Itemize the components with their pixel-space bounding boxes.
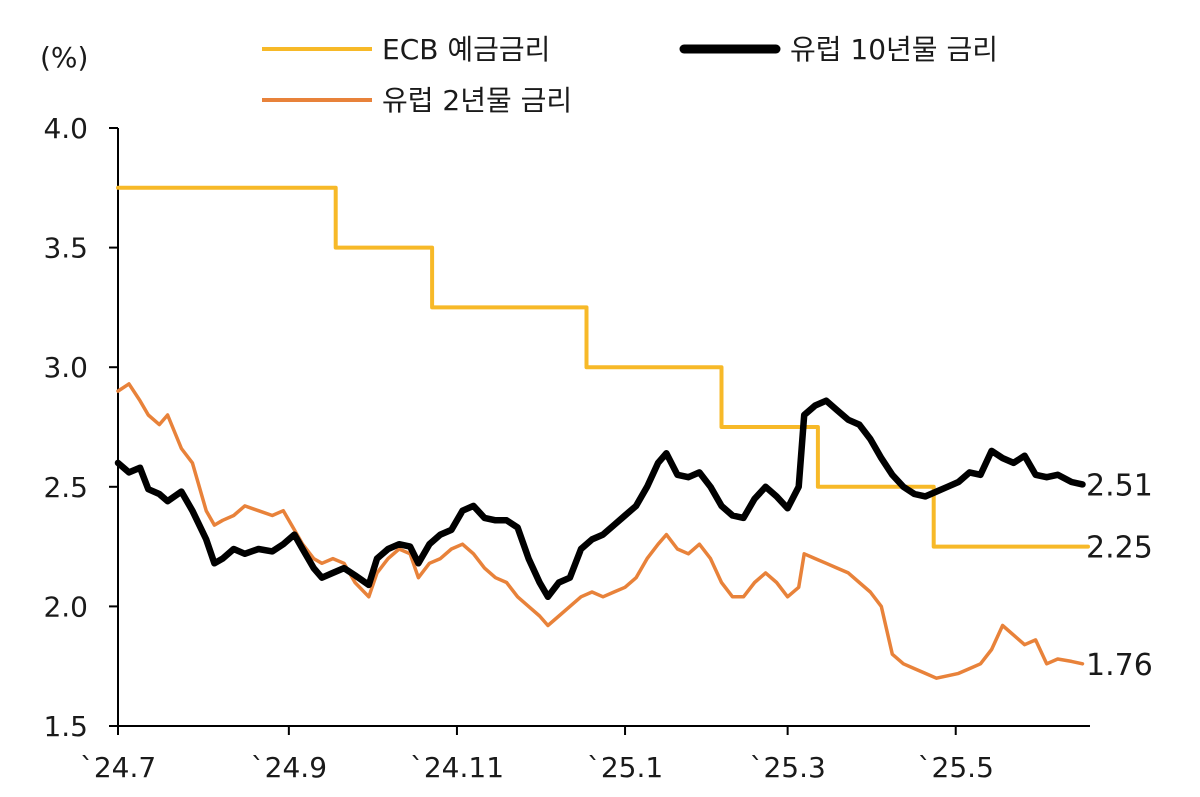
y-tick-label: 4.0 bbox=[43, 112, 88, 145]
end-value-label: 2.25 bbox=[1086, 531, 1153, 566]
plot-area bbox=[114, 185, 1090, 680]
series-line-ecb-deposit-rate bbox=[116, 185, 1090, 549]
x-axis: `24.7 `24.9 `24.11 `25.1 `25.3 `25.5 bbox=[80, 725, 1090, 784]
end-value-label: 2.51 bbox=[1086, 468, 1153, 503]
y-tick-label: 2.0 bbox=[43, 590, 88, 623]
x-tick-label: `25.1 bbox=[587, 751, 663, 784]
legend: ECB 예금금리 유럽 10년물 금리 유럽 2년물 금리 bbox=[262, 33, 998, 117]
y-axis: 1.5 2.0 2.5 3.0 3.5 4.0 bbox=[43, 112, 119, 743]
x-tick-label: `24.9 bbox=[251, 751, 327, 784]
end-labels: 2.25 1.76 2.51 bbox=[1086, 468, 1153, 682]
legend-label-10y: 유럽 10년물 금리 bbox=[790, 33, 998, 66]
end-value-label: 1.76 bbox=[1086, 648, 1153, 683]
x-tick-label: `24.11 bbox=[410, 751, 504, 784]
y-tick-label: 3.0 bbox=[43, 351, 88, 384]
series-line-eu-10y-yield bbox=[114, 397, 1086, 601]
series-line-eu-2y-yield bbox=[116, 382, 1085, 680]
y-axis-unit-label: (%) bbox=[40, 41, 88, 74]
legend-label-2y: 유럽 2년물 금리 bbox=[382, 84, 572, 117]
legend-label-ecb: ECB 예금금리 bbox=[382, 33, 550, 66]
y-tick-label: 2.5 bbox=[43, 471, 88, 504]
x-tick-label: `25.3 bbox=[749, 751, 825, 784]
x-tick-label: `24.7 bbox=[80, 751, 156, 784]
y-tick-label: 3.5 bbox=[43, 232, 88, 265]
y-tick-label: 1.5 bbox=[43, 710, 88, 743]
x-tick-label: `25.5 bbox=[918, 751, 994, 784]
